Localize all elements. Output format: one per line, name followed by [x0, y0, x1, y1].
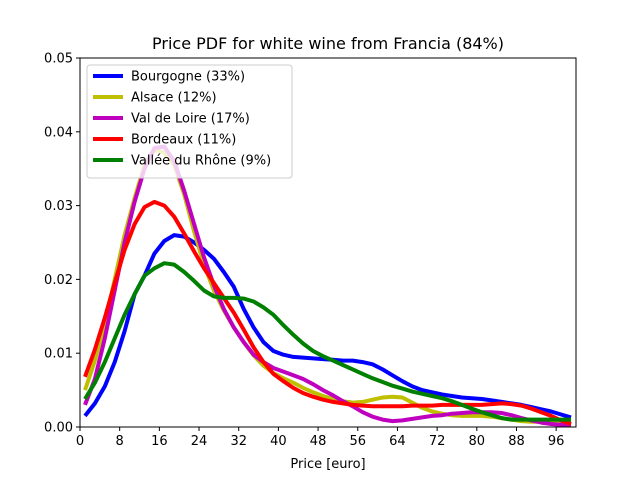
- series-line-4: [83, 261, 571, 422]
- x-tick-label: 64: [389, 434, 406, 449]
- legend-label-1: Alsace (12%): [131, 91, 217, 106]
- y-tick-label: 0.04: [44, 125, 73, 140]
- x-tick-label: 0: [76, 434, 84, 449]
- legend-box: [86, 64, 293, 179]
- y-tick-label: 0.05: [44, 52, 73, 67]
- x-tick-label: 72: [429, 434, 446, 449]
- x-tick-label: 80: [469, 434, 486, 449]
- legend-label-0: Bourgogne (33%): [131, 70, 245, 85]
- plot-frame: [79, 57, 577, 428]
- legend-label-4: Vallée du Rhône (9%): [131, 154, 271, 169]
- y-tick-label: 0.03: [44, 199, 73, 214]
- x-axis: 0 8 16 24 32 40 48 56 64 72 80 88 96: [76, 427, 565, 449]
- x-tick-label: 56: [349, 434, 366, 449]
- series-line-3: [83, 199, 572, 426]
- x-tick-label: 88: [508, 434, 525, 449]
- x-tick-label: 8: [116, 434, 124, 449]
- x-tick-label: 40: [270, 434, 287, 449]
- x-axis-label: Price [euro]: [290, 457, 365, 472]
- legend: Bourgogne (33%) Alsace (12%) Val de Loire …: [86, 64, 293, 179]
- chart-title: Price PDF for white wine from Francia (8…: [152, 34, 504, 53]
- x-tick-label: 24: [191, 434, 208, 449]
- x-tick-label: 48: [310, 434, 327, 449]
- x-tick-label: 32: [230, 434, 247, 449]
- y-axis: 0.00 0.01 0.02 0.03 0.04 0.05: [44, 52, 80, 436]
- x-tick-label: 16: [151, 434, 168, 449]
- x-tick-label: 96: [548, 434, 565, 449]
- y-tick-label: 0.02: [44, 273, 73, 288]
- legend-label-3: Bordeaux (11%): [131, 133, 236, 148]
- legend-label-2: Val de Loire (17%): [131, 112, 250, 127]
- y-tick-label: 0.01: [44, 347, 73, 362]
- y-tick-label: 0.00: [44, 421, 73, 436]
